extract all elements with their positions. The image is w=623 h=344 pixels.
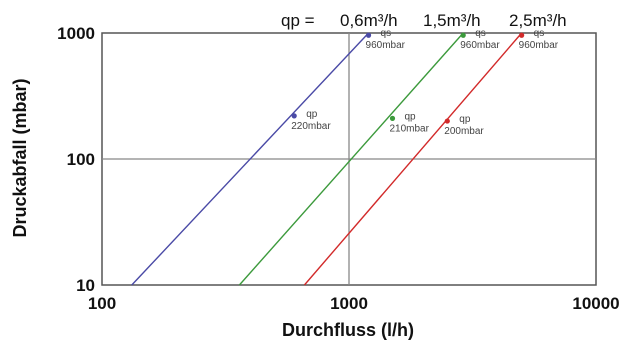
y-axis-title: Druckabfall (mbar) — [10, 78, 30, 237]
data-points — [291, 32, 525, 124]
header-prefix: qp = — [281, 11, 315, 30]
y-tick-label-1: 100 — [67, 150, 95, 169]
data-point-0-0 — [291, 113, 297, 119]
annotation-bottom-2-0: 200mbar — [444, 126, 484, 137]
series-line-2 — [303, 32, 523, 286]
data-point-0-1 — [365, 32, 372, 38]
annotation-bottom-1-0: 210mbar — [389, 123, 429, 134]
x-tick-label-0: 100 — [88, 294, 116, 313]
header-label-2: 2,5m³/h — [509, 11, 567, 30]
y-tick-label-2: 1000 — [57, 24, 95, 43]
annotation-top-1-1: qs — [475, 28, 486, 39]
series-line-0 — [131, 32, 370, 286]
data-point-2-1 — [519, 32, 525, 38]
x-tick-label-2: 10000 — [572, 294, 619, 313]
point-annotations: qp220mbarqs960mbarqp210mbarqs960mbarqp20… — [291, 28, 559, 137]
x-tick-label-1: 1000 — [330, 294, 368, 313]
annotation-bottom-0-0: 220mbar — [291, 121, 331, 132]
data-point-2-0 — [444, 118, 450, 124]
x-axis-title: Durchfluss (l/h) — [282, 320, 414, 340]
header-label-0: 0,6m³/h — [340, 11, 398, 30]
series-lines — [131, 32, 523, 286]
annotation-top-0-0: qp — [306, 109, 318, 120]
y-tick-label-0: 10 — [76, 276, 95, 295]
data-point-1-0 — [389, 115, 396, 122]
annotation-bottom-1-1: 960mbar — [460, 40, 500, 51]
header-label-1: 1,5m³/h — [423, 11, 481, 30]
grid — [102, 33, 596, 285]
data-point-1-1 — [460, 32, 466, 38]
series-line-1 — [238, 32, 464, 286]
annotation-bottom-2-1: 960mbar — [519, 40, 559, 51]
annotation-top-0-1: qs — [381, 28, 392, 39]
annotation-bottom-0-1: 960mbar — [366, 40, 406, 51]
annotation-top-2-0: qp — [459, 114, 471, 125]
annotation-top-2-1: qs — [534, 28, 545, 39]
annotation-top-1-0: qp — [404, 111, 416, 122]
